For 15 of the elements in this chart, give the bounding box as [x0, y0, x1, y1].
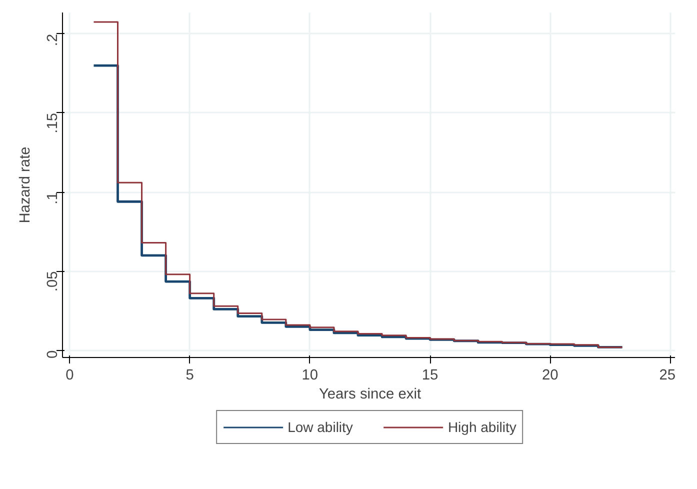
y-axis-title: Hazard rate — [18, 146, 34, 224]
x-tick-label: 0 — [66, 368, 74, 384]
y-tick-label: .1 — [45, 192, 61, 204]
legend-label: Low ability — [288, 419, 353, 435]
y-tick-label: .2 — [45, 34, 61, 46]
x-tick-label: 20 — [542, 368, 558, 384]
x-axis-title: Years since exit — [318, 386, 422, 402]
x-tick-label: 25 — [659, 368, 676, 384]
x-tick-label: 5 — [186, 368, 194, 384]
x-tick-label: 15 — [422, 368, 438, 384]
y-tick-label: 0 — [45, 350, 61, 359]
y-tick-label: .15 — [45, 112, 61, 134]
y-tick-label: .05 — [45, 271, 61, 292]
x-tick-label: 10 — [302, 368, 318, 384]
legend-label: High ability — [448, 419, 516, 435]
